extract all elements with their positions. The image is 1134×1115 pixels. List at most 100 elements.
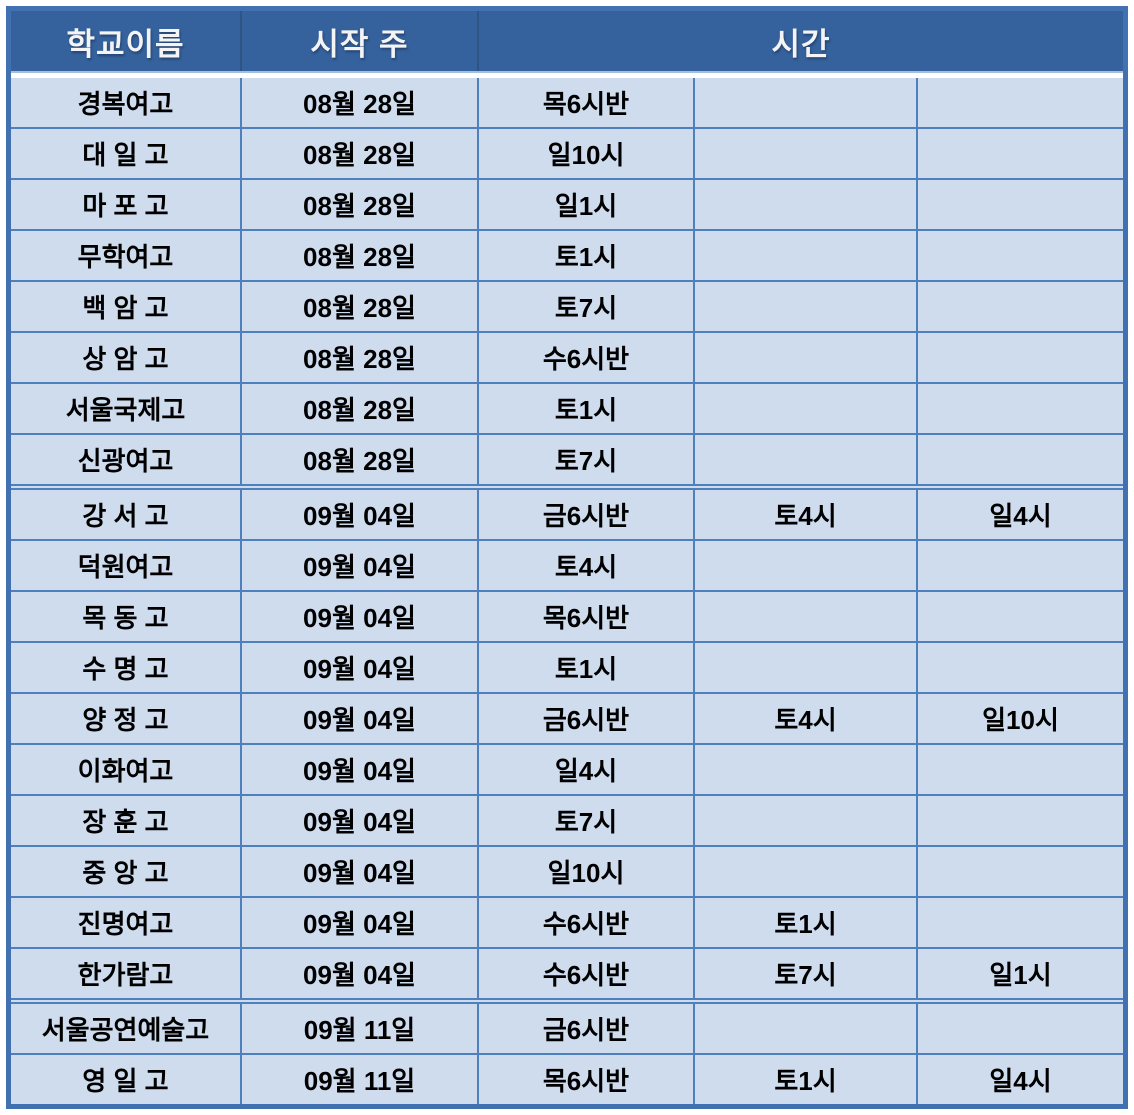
cell-time-1: 목6시반 <box>479 592 695 641</box>
cell-school: 영 일 고 <box>11 1055 242 1104</box>
cell-school: 목 동 고 <box>11 592 242 641</box>
cell-start-week: 09월 04일 <box>242 898 479 947</box>
cell-school: 진명여고 <box>11 898 242 947</box>
cell-school: 신광여고 <box>11 435 242 484</box>
cell-school: 무학여고 <box>11 231 242 280</box>
table-row: 상 암 고 08월 28일 수6시반 <box>11 331 1123 382</box>
cell-time-1: 금6시반 <box>479 694 695 743</box>
cell-time-3 <box>918 898 1123 947</box>
cell-start-week: 08월 28일 <box>242 231 479 280</box>
cell-time-1: 수6시반 <box>479 898 695 947</box>
cell-time-1: 수6시반 <box>479 949 695 998</box>
cell-school: 이화여고 <box>11 745 242 794</box>
cell-start-week: 08월 28일 <box>242 282 479 331</box>
cell-time-3: 일4시 <box>989 1066 1052 1096</box>
cell-time-2 <box>695 384 918 433</box>
header-start-week: 시작 주 <box>242 11 479 71</box>
table-row: 덕원여고 09월 04일 토4시 <box>11 539 1123 590</box>
cell-time-1: 토1시 <box>479 384 695 433</box>
cell-time-3 <box>918 180 1123 229</box>
cell-time-3 <box>918 231 1123 280</box>
table-row: 마 포 고 08월 28일 일1시 <box>11 178 1123 229</box>
cell-time-2 <box>695 435 918 484</box>
cell-time-2 <box>695 333 918 382</box>
table-row: 목 동 고 09월 04일 목6시반 <box>11 590 1123 641</box>
header-body-gap <box>11 73 1123 78</box>
cell-school: 덕원여고 <box>11 541 242 590</box>
cell-time-2 <box>695 231 918 280</box>
table-row: 백 암 고 08월 28일 토7시 <box>11 280 1123 331</box>
cell-start-week: 08월 28일 <box>242 333 479 382</box>
cell-start-week: 09월 04일 <box>242 490 479 539</box>
cell-school: 한가람고 <box>11 949 242 998</box>
table-row: 신광여고 08월 28일 토7시 <box>11 433 1123 484</box>
table-row: 중 앙 고 09월 04일 일10시 <box>11 845 1123 896</box>
header-school-name: 학교이름 <box>11 11 242 71</box>
cell-start-week: 08월 28일 <box>242 78 479 127</box>
table-row: 서울공연예술고 09월 11일 금6시반 <box>11 998 1123 1053</box>
cell-time-3 <box>918 1004 1123 1053</box>
schedule-table: 학교이름 시작 주 시간 경복여고 08월 28일 목6시반 대 일 고 08월… <box>6 6 1128 1109</box>
cell-time-2 <box>695 847 918 896</box>
cell-time-3 <box>918 384 1123 433</box>
cell-start-week: 09월 04일 <box>242 694 479 743</box>
cell-time-2: 토4시 <box>695 490 918 539</box>
cell-school: 대 일 고 <box>11 129 242 178</box>
cell-time-3: 일4시 <box>989 501 1052 531</box>
table-row: 강 서 고 09월 04일 금6시반 토4시 일4시 <box>11 484 1123 539</box>
cell-time-1: 목6시반 <box>479 1055 695 1104</box>
cell-school: 장 훈 고 <box>11 796 242 845</box>
cell-start-week: 09월 04일 <box>242 796 479 845</box>
cell-time-2 <box>695 643 918 692</box>
table-row: 경복여고 08월 28일 목6시반 <box>11 78 1123 127</box>
cell-start-week: 09월 04일 <box>242 592 479 641</box>
cell-time-1: 일10시 <box>479 847 695 896</box>
cell-time-3 <box>918 796 1123 845</box>
table-row: 수 명 고 09월 04일 토1시 <box>11 641 1123 692</box>
cell-school: 상 암 고 <box>11 333 242 382</box>
cell-time-1: 일4시 <box>479 745 695 794</box>
cell-time-2 <box>695 282 918 331</box>
cell-time-1: 금6시반 <box>479 1004 695 1053</box>
cell-start-week: 08월 28일 <box>242 180 479 229</box>
cell-time-1: 토1시 <box>479 643 695 692</box>
cell-school: 마 포 고 <box>11 180 242 229</box>
cell-time-2: 토1시 <box>695 898 918 947</box>
cell-start-week: 09월 11일 <box>242 1055 479 1104</box>
table-row: 이화여고 09월 04일 일4시 <box>11 743 1123 794</box>
cell-start-week: 08월 28일 <box>242 435 479 484</box>
cell-start-week: 09월 04일 <box>242 643 479 692</box>
cell-start-week: 09월 04일 <box>242 847 479 896</box>
cell-time-2: 토4시 <box>695 694 918 743</box>
header-time: 시간 <box>771 26 831 62</box>
cell-time-1: 금6시반 <box>479 490 695 539</box>
cell-time-2 <box>695 129 918 178</box>
cell-time-2 <box>695 1004 918 1053</box>
cell-school: 서울국제고 <box>11 384 242 433</box>
table-row: 양 정 고 09월 04일 금6시반 토4시 일10시 <box>11 692 1123 743</box>
cell-time-1: 토4시 <box>479 541 695 590</box>
cell-time-3 <box>918 541 1123 590</box>
table-row: 장 훈 고 09월 04일 토7시 <box>11 794 1123 845</box>
table-row: 진명여고 09월 04일 수6시반 토1시 <box>11 896 1123 947</box>
cell-time-3 <box>918 129 1123 178</box>
cell-school: 양 정 고 <box>11 694 242 743</box>
cell-time-1: 토7시 <box>479 435 695 484</box>
cell-school: 강 서 고 <box>11 490 242 539</box>
cell-time-1: 일10시 <box>479 129 695 178</box>
cell-school: 중 앙 고 <box>11 847 242 896</box>
cell-time-1: 일1시 <box>479 180 695 229</box>
cell-time-3 <box>918 282 1123 331</box>
cell-time-3 <box>918 78 1123 127</box>
cell-time-3 <box>918 435 1123 484</box>
table-row: 한가람고 09월 04일 수6시반 토7시 일1시 <box>11 947 1123 998</box>
cell-start-week: 09월 04일 <box>242 949 479 998</box>
cell-school: 서울공연예술고 <box>11 1004 242 1053</box>
cell-start-week: 08월 28일 <box>242 384 479 433</box>
header-row: 학교이름 시작 주 시간 <box>11 11 1123 73</box>
cell-time-2 <box>695 796 918 845</box>
cell-time-3 <box>918 847 1123 896</box>
table-row: 영 일 고 09월 11일 목6시반 토1시 일4시 <box>11 1053 1123 1104</box>
cell-time-3 <box>918 643 1123 692</box>
cell-time-1: 목6시반 <box>479 78 695 127</box>
